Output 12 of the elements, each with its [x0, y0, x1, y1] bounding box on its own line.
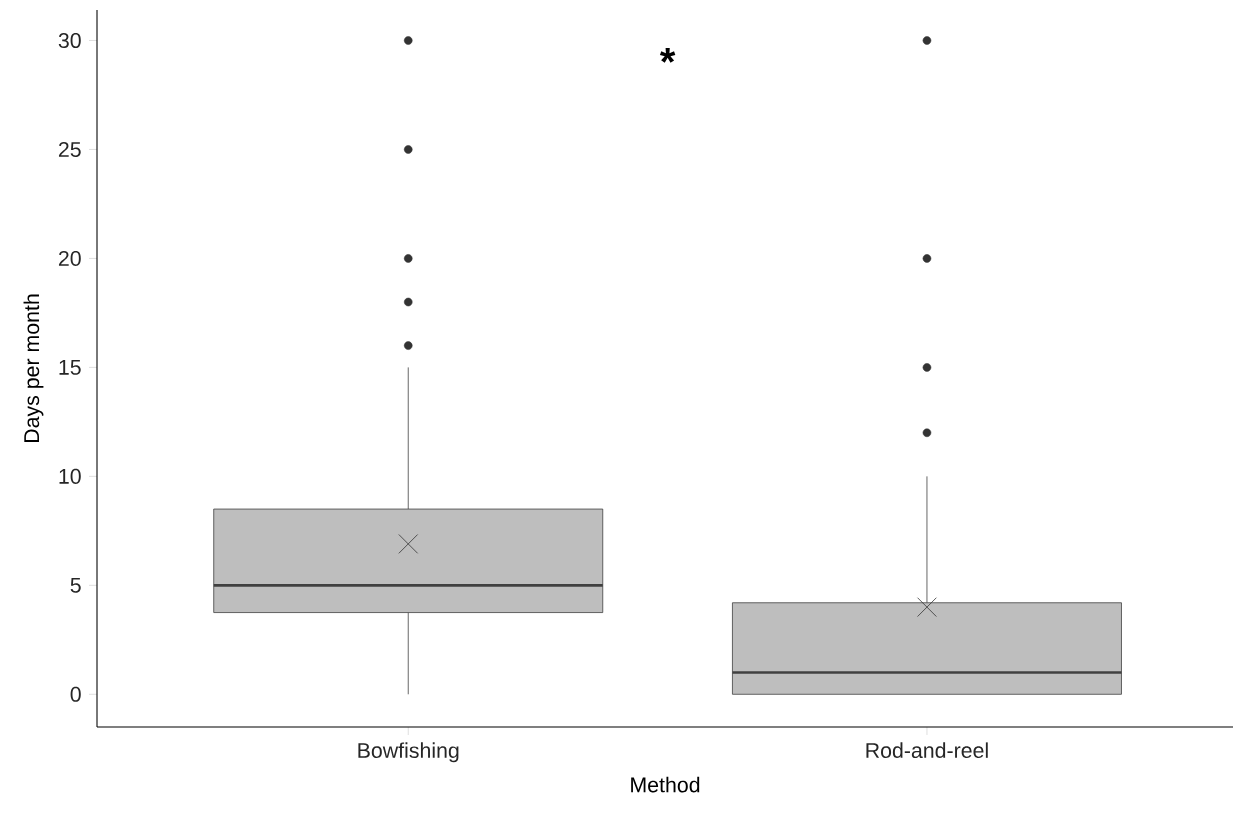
y-tick-label: 15: [59, 359, 81, 375]
annotation: *: [659, 47, 676, 63]
y-tick-label: 10: [59, 468, 81, 484]
y-tick-label: 0: [70, 686, 81, 702]
y-tick-label: 20: [58, 250, 81, 266]
y-tick-label: 30: [58, 32, 81, 49]
y-tick-label: 5: [70, 577, 81, 593]
x-tick-label: Rod-and-reel: [866, 742, 988, 759]
y-tick-label: 25: [58, 141, 81, 158]
x-tick-label: Bowfishing: [358, 742, 459, 763]
x-axis-title: Method: [631, 776, 700, 793]
y-axis-title: Days per month: [23, 294, 44, 443]
